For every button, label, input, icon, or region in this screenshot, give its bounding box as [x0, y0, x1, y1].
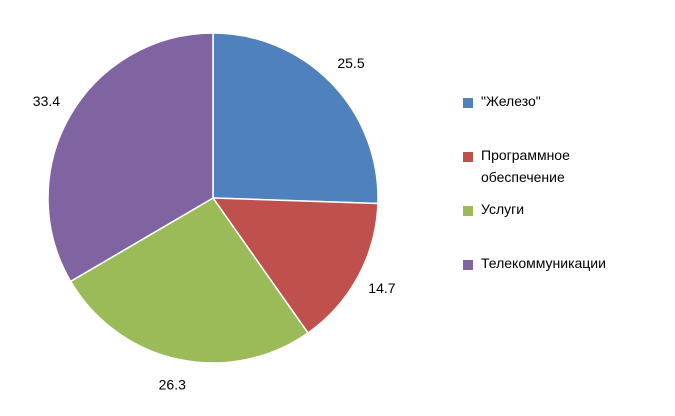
legend-label: Программное обеспечение — [481, 147, 570, 185]
legend-item: Телекоммуникации — [463, 255, 663, 310]
pie-slice — [47, 32, 214, 283]
pie-slice — [211, 197, 379, 334]
legend-swatch — [463, 260, 473, 270]
pie-slice — [69, 197, 310, 364]
legend-label: Телекоммуникации — [481, 255, 606, 271]
data-label: 26.3 — [159, 376, 186, 392]
legend: "Железо" Программное обеспечение Услуги Тел… — [463, 93, 663, 310]
legend-item: "Железо" — [463, 93, 663, 148]
legend-swatch — [463, 98, 473, 108]
legend-label: Услуги — [481, 201, 525, 217]
legend-swatch — [463, 206, 473, 216]
legend-swatch — [463, 152, 473, 162]
data-label: 25.5 — [337, 55, 364, 71]
legend-item: Услуги — [463, 201, 663, 256]
data-label: 14.7 — [368, 280, 395, 296]
legend-label: "Железо" — [481, 93, 541, 109]
legend-item: Программное обеспечение — [463, 147, 663, 202]
pie-area: 25.5 14.7 26.3 33.4 — [33, 32, 396, 392]
pie-slice — [212, 32, 379, 205]
data-label: 33.4 — [33, 93, 60, 109]
